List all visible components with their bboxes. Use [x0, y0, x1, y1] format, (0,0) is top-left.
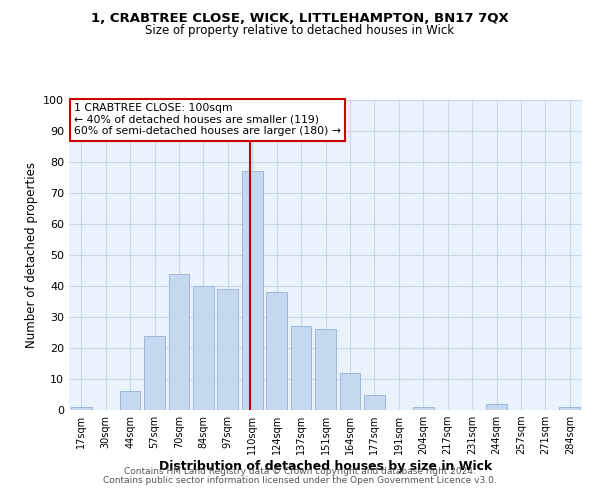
Text: 1, CRABTREE CLOSE, WICK, LITTLEHAMPTON, BN17 7QX: 1, CRABTREE CLOSE, WICK, LITTLEHAMPTON, … [91, 12, 509, 26]
Text: Contains public sector information licensed under the Open Government Licence v3: Contains public sector information licen… [103, 476, 497, 485]
Bar [71, 407, 92, 410]
Bar [217, 289, 238, 410]
X-axis label: Distribution of detached houses by size in Wick: Distribution of detached houses by size … [159, 460, 492, 473]
Y-axis label: Number of detached properties: Number of detached properties [25, 162, 38, 348]
Bar [486, 404, 507, 410]
Bar [340, 373, 361, 410]
Text: 1 CRABTREE CLOSE: 100sqm
← 40% of detached houses are smaller (119)
60% of semi-: 1 CRABTREE CLOSE: 100sqm ← 40% of detach… [74, 103, 341, 136]
Bar [315, 330, 336, 410]
Bar [290, 326, 311, 410]
Bar [119, 392, 140, 410]
Bar [364, 394, 385, 410]
Bar [169, 274, 190, 410]
Bar [242, 172, 263, 410]
Bar [193, 286, 214, 410]
Text: Contains HM Land Registry data © Crown copyright and database right 2024.: Contains HM Land Registry data © Crown c… [124, 467, 476, 476]
Text: Size of property relative to detached houses in Wick: Size of property relative to detached ho… [145, 24, 455, 37]
Bar [266, 292, 287, 410]
Bar [413, 407, 434, 410]
Bar [144, 336, 165, 410]
Bar [559, 407, 580, 410]
